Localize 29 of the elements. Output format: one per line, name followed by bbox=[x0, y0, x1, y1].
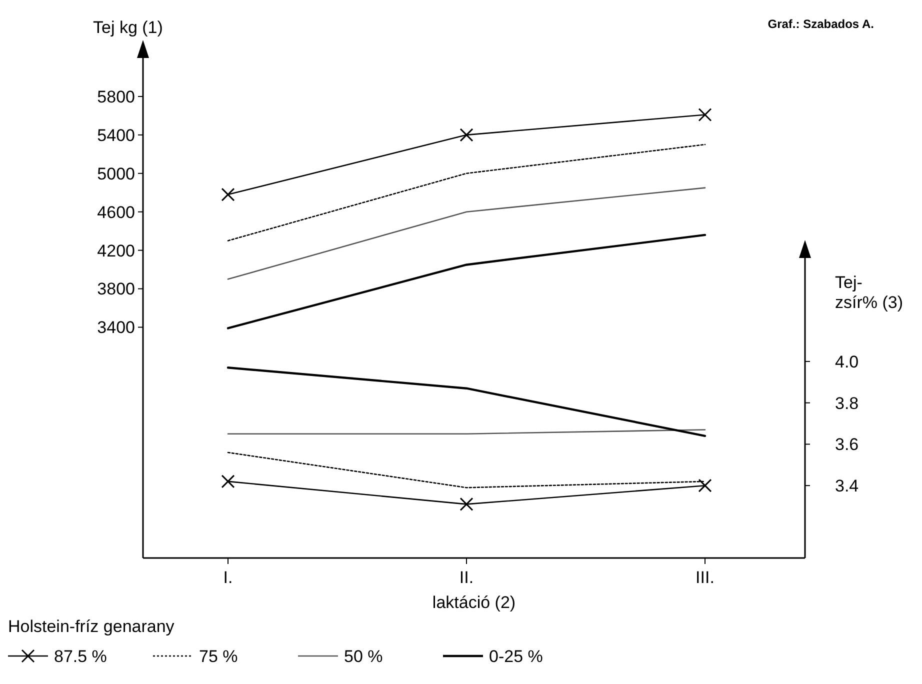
y2-tick-label: 3.4 bbox=[835, 476, 859, 496]
legend-label: 50 % bbox=[344, 646, 383, 666]
y2-axis-title: Tej-zsír% (3) bbox=[835, 273, 903, 312]
y-tick-label: 5800 bbox=[97, 87, 135, 106]
y-tick-label: 3400 bbox=[97, 318, 135, 338]
point bbox=[698, 108, 712, 122]
x-tick-label: II. bbox=[459, 568, 474, 587]
y2-tick-label: 4.0 bbox=[835, 352, 859, 372]
y-axis-title: Tej kg (1) bbox=[93, 18, 163, 37]
x-tick-label: I. bbox=[223, 568, 233, 587]
point bbox=[221, 188, 235, 202]
point bbox=[460, 128, 474, 142]
point bbox=[460, 497, 474, 511]
y-tick-label: 3800 bbox=[97, 280, 135, 299]
y-tick-label: 5400 bbox=[97, 126, 135, 145]
y-tick-label: 4600 bbox=[97, 202, 135, 222]
legend-label: 75 % bbox=[199, 646, 238, 666]
y2-tick-label: 3.6 bbox=[835, 435, 859, 454]
text: Graf.: Szabados A. bbox=[768, 17, 874, 31]
legend-title: Holstein-fríz genarany bbox=[8, 617, 175, 636]
y-tick-label: 4200 bbox=[97, 241, 135, 260]
legend-label: 87.5 % bbox=[54, 646, 107, 666]
y-tick-label: 5000 bbox=[97, 164, 135, 184]
x-tick-label: III. bbox=[696, 568, 714, 587]
legend-label: 0-25 % bbox=[489, 646, 543, 666]
point bbox=[221, 474, 235, 488]
y2-tick-label: 3.8 bbox=[835, 394, 859, 413]
x-axis-title: laktáció (2) bbox=[432, 593, 516, 612]
point bbox=[698, 478, 712, 492]
